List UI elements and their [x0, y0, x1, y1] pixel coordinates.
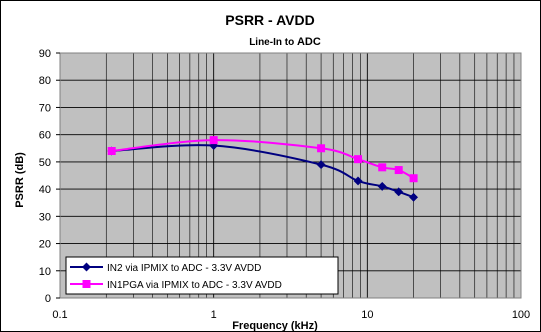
y-tick-label: 20: [39, 239, 51, 251]
series-1-point: [394, 187, 404, 197]
legend-box: [65, 256, 339, 295]
series-2-point: [209, 136, 218, 145]
series-2-point: [409, 174, 418, 183]
y-tick-label: 0: [45, 293, 51, 305]
y-tick-label: 50: [39, 157, 51, 169]
series-2-point: [354, 155, 363, 164]
y-tick-label: 40: [39, 184, 51, 196]
y-tick-label: 80: [39, 75, 51, 87]
x-tick-label: 0.1: [52, 309, 67, 321]
x-tick-label: 10: [361, 309, 373, 321]
series-2-point: [317, 144, 326, 153]
y-axis-label: PSRR (dB): [14, 152, 26, 208]
series-1-point: [353, 176, 363, 186]
chart-subtitle-part-1: Line-In to: [249, 37, 297, 48]
legend: IN2 via IPMIX to ADC - 3.3V AVDD IN1PGA v…: [65, 256, 339, 295]
legend-swatch-marker: [82, 280, 91, 288]
x-axis-label: Frequency (kHz): [232, 320, 318, 332]
y-tick-label: 70: [39, 102, 51, 114]
series-1-point: [409, 192, 419, 202]
series-2-point: [107, 147, 116, 155]
series-1: [107, 141, 419, 202]
y-tick-label: 30: [39, 211, 51, 223]
chart-subtitle-part-2: ADC: [297, 36, 321, 48]
x-tick-label: 100: [512, 309, 530, 321]
legend-entry-label: IN1PGA via IPMIX to ADC - 3.3V AVDD: [107, 280, 282, 291]
y-tick-label: 60: [39, 130, 51, 142]
x-tick-label: 1: [211, 309, 217, 321]
series-2: [107, 136, 418, 183]
series-2-point: [394, 166, 403, 175]
series-1-point: [316, 160, 326, 170]
legend-entry-label: IN2 via IPMIX to ADC - 3.3V AVDD: [107, 263, 261, 274]
series-2-point: [378, 163, 387, 172]
chart-title: PSRR - AVDD: [225, 12, 314, 28]
series-1-point: [377, 181, 387, 191]
y-tick-label: 90: [39, 48, 51, 60]
y-tick-label: 10: [39, 266, 51, 278]
chart-subtitle: Line-In to ADC: [249, 36, 321, 48]
legend-swatch-marker: [81, 262, 92, 272]
plot-border: [59, 52, 522, 299]
plot-area-group: 0 10 20 30 40 50 60 70 80 90 0.1 1 10 100 IN2 via IPMI…: [39, 48, 530, 321]
